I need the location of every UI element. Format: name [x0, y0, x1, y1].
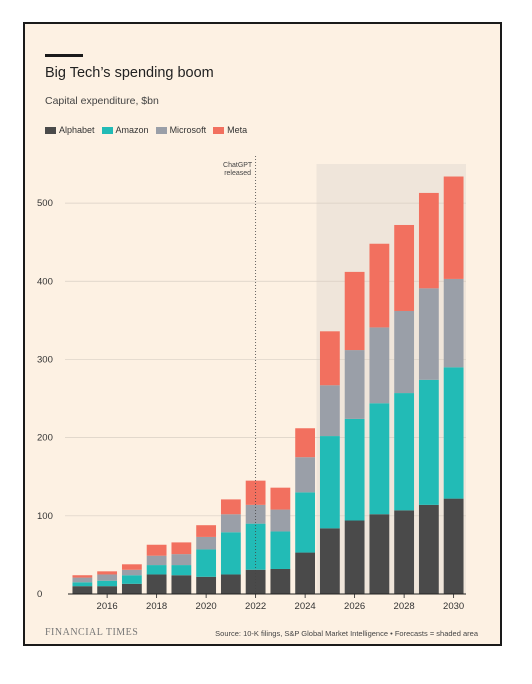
bar-alphabet-2028 — [394, 510, 415, 594]
bar-amazon-2019 — [171, 565, 192, 576]
bar-alphabet-2023 — [270, 568, 291, 594]
bar-alphabet-2025 — [319, 528, 340, 594]
bar-meta-2019 — [171, 542, 192, 555]
bar-alphabet-2016 — [97, 586, 118, 594]
bar-microsoft-2025 — [319, 385, 340, 437]
legend-swatch-alphabet — [45, 126, 56, 134]
bar-meta-2030 — [443, 176, 464, 279]
x-tick-label-2018: 2018 — [146, 601, 167, 612]
bar-amazon-2016 — [97, 580, 118, 587]
bar-amazon-2015 — [72, 582, 93, 587]
bar-amazon-2018 — [146, 565, 167, 575]
source-note: Source: 10-K filings, S&P Global Market … — [215, 629, 478, 638]
bar-alphabet-2019 — [171, 575, 192, 594]
y-tick-label-100: 100 — [37, 511, 53, 522]
legend-label-meta: Meta — [227, 125, 248, 135]
bar-microsoft-2018 — [146, 555, 167, 566]
bar-alphabet-2022 — [245, 569, 266, 594]
bar-microsoft-2024 — [295, 457, 316, 493]
legend-label-alphabet: Alphabet — [59, 125, 95, 135]
title-rule — [45, 54, 83, 57]
forecast-shaded-area — [316, 164, 466, 594]
bar-amazon-2030 — [443, 367, 464, 499]
legend-swatch-meta — [213, 126, 225, 134]
bar-alphabet-2020 — [196, 576, 217, 594]
bar-microsoft-2030 — [443, 278, 464, 368]
bar-alphabet-2017 — [121, 583, 142, 594]
bar-amazon-2021 — [220, 532, 241, 575]
bar-meta-2028 — [394, 224, 415, 311]
legend-label-microsoft: Microsoft — [169, 125, 207, 135]
bar-meta-2025 — [319, 331, 340, 386]
bar-amazon-2026 — [344, 418, 365, 521]
x-tick-label-2016: 2016 — [97, 601, 118, 612]
bar-amazon-2020 — [196, 549, 217, 577]
bar-meta-2016 — [97, 571, 118, 575]
x-tick-label-2022: 2022 — [245, 601, 266, 612]
chart-subtitle: Capital expenditure, $bn — [45, 95, 159, 107]
bar-meta-2026 — [344, 271, 365, 351]
bar-microsoft-2019 — [171, 554, 192, 566]
bar-meta-2029 — [418, 192, 439, 289]
bar-microsoft-2026 — [344, 350, 365, 419]
bar-amazon-2028 — [394, 393, 415, 511]
bar-amazon-2027 — [369, 403, 390, 515]
bar-meta-2018 — [146, 544, 167, 556]
legend-swatch-amazon — [101, 126, 113, 134]
bar-meta-2024 — [295, 428, 316, 458]
bar-alphabet-2021 — [220, 574, 241, 594]
bar-microsoft-2020 — [196, 536, 217, 550]
legend-item-microsoft: Microsoft — [155, 125, 207, 135]
y-tick-label-300: 300 — [37, 354, 53, 365]
brand-logo: FINANCIAL TIMES — [45, 627, 139, 638]
bar-amazon-2017 — [121, 575, 142, 584]
bar-microsoft-2016 — [97, 574, 118, 581]
y-tick-label-500: 500 — [37, 198, 53, 209]
bar-meta-2015 — [72, 575, 93, 578]
bar-microsoft-2015 — [72, 577, 93, 583]
bar-amazon-2025 — [319, 436, 340, 529]
x-tick-label-2020: 2020 — [196, 601, 217, 612]
bar-microsoft-2029 — [418, 288, 439, 380]
x-tick-label-2030: 2030 — [443, 601, 464, 612]
bar-alphabet-2026 — [344, 520, 365, 594]
bar-meta-2017 — [121, 564, 142, 570]
chatgpt-annotation-line1: ChatGPT — [223, 162, 253, 169]
bar-microsoft-2023 — [270, 509, 291, 532]
legend-item-amazon: Amazon — [101, 125, 149, 135]
x-tick-label-2028: 2028 — [394, 601, 415, 612]
y-tick-label-200: 200 — [37, 433, 53, 444]
bar-meta-2021 — [220, 499, 241, 515]
bar-microsoft-2027 — [369, 327, 390, 404]
bar-alphabet-2024 — [295, 552, 316, 594]
bar-microsoft-2022 — [245, 504, 266, 524]
bar-amazon-2024 — [295, 492, 316, 553]
bar-microsoft-2028 — [394, 310, 415, 394]
bar-amazon-2023 — [270, 531, 291, 569]
chart-title: Big Tech’s spending boom — [45, 65, 214, 81]
bar-alphabet-2015 — [72, 586, 93, 594]
chart-plot: 0 100 200 300 400 500 ChatGPT released 2016 20… — [37, 156, 466, 612]
bar-alphabet-2018 — [146, 574, 167, 594]
chatgpt-annotation-line2: released — [224, 170, 251, 177]
bar-meta-2023 — [270, 487, 291, 510]
y-tick-label-400: 400 — [37, 276, 53, 287]
legend: Alphabet Amazon Microsoft Meta — [45, 125, 247, 135]
bar-meta-2020 — [196, 525, 217, 537]
bar-microsoft-2021 — [220, 514, 241, 533]
legend-item-alphabet: Alphabet — [45, 125, 95, 135]
chart-frame: Big Tech’s spending boom Capital expendi… — [23, 22, 502, 646]
legend-swatch-microsoft — [155, 126, 167, 134]
bar-meta-2027 — [369, 243, 390, 328]
bar-microsoft-2017 — [121, 569, 142, 576]
x-tick-label-2026: 2026 — [344, 601, 365, 612]
y-tick-label-0: 0 — [37, 589, 42, 600]
bar-alphabet-2027 — [369, 514, 390, 594]
bar-alphabet-2029 — [418, 504, 439, 594]
legend-label-amazon: Amazon — [115, 125, 149, 135]
x-tick-label-2024: 2024 — [295, 601, 316, 612]
legend-item-meta: Meta — [213, 125, 247, 135]
bar-alphabet-2030 — [443, 498, 464, 594]
bar-amazon-2029 — [418, 379, 439, 505]
